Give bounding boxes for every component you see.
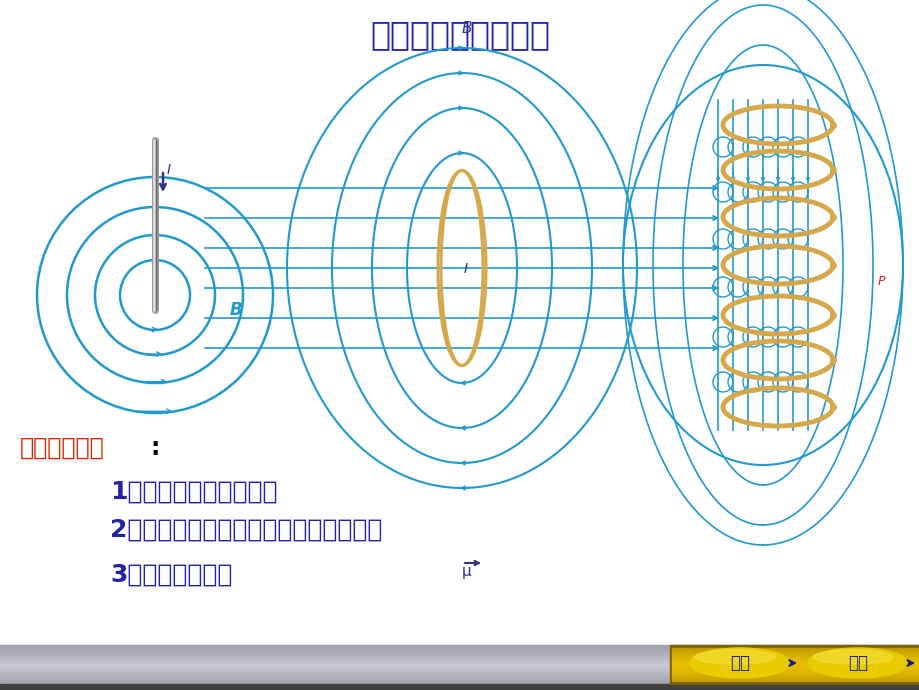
Text: 1）无头无尾的闭合曲线: 1）无头无尾的闭合曲线 [110, 480, 278, 504]
Text: P: P [877, 275, 885, 288]
Text: I: I [463, 262, 468, 276]
Text: B: B [461, 21, 471, 36]
Text: 3）磁力线不相交: 3）磁力线不相交 [110, 563, 233, 587]
Ellipse shape [807, 648, 907, 678]
Text: :: : [150, 436, 159, 460]
Text: 2）与电流相互套合，服从右手螺旋定则: 2）与电流相互套合，服从右手螺旋定则 [110, 518, 382, 542]
Text: 上页: 上页 [729, 654, 749, 672]
Text: I: I [167, 163, 171, 177]
Text: B: B [230, 301, 243, 319]
Ellipse shape [689, 648, 789, 678]
Text: 磁力线的特征: 磁力线的特征 [20, 436, 105, 460]
Ellipse shape [694, 650, 774, 664]
Text: 下页: 下页 [847, 654, 867, 672]
Ellipse shape [812, 650, 892, 664]
Text: μ: μ [461, 564, 471, 579]
Text: 典型载流体磁场分布: 典型载流体磁场分布 [369, 19, 550, 52]
